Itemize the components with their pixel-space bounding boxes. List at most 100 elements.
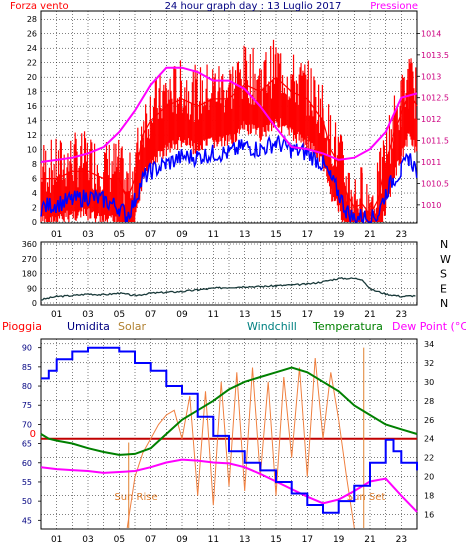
y-right-tick-label: 1013 — [421, 72, 441, 81]
y-right-tick-label: 26 — [424, 416, 434, 425]
y-left-tick-label: 85 — [22, 363, 32, 372]
legend-dewpoint: Dew Point (°C) — [392, 320, 466, 333]
y-left-tick-label: 45 — [22, 516, 32, 525]
direction-line — [40, 276, 416, 301]
y-right-tick-label: 18 — [424, 492, 434, 501]
x-tick-label: 05 — [114, 230, 125, 240]
x-tick-label: 09 — [176, 230, 188, 240]
temperature-humidity-chart: Pioggia Umidita Solar Windchill Temperat… — [2, 320, 466, 545]
compass-label: N — [440, 238, 448, 251]
x-tick-label: 11 — [208, 535, 219, 545]
y-left-tick-label: 75 — [22, 401, 32, 410]
x-tick-label: 01 — [51, 310, 62, 320]
compass-label: S — [440, 268, 447, 281]
x-tick-label: 17 — [302, 310, 313, 320]
legend-humidity: Umidita — [67, 320, 110, 333]
x-tick-label: 23 — [396, 230, 407, 240]
x-tick-label: 23 — [396, 310, 407, 320]
y-right-tick-label: 28 — [424, 397, 434, 406]
y-right-tick-label: 20 — [424, 473, 434, 482]
x-tick-label: 07 — [145, 535, 156, 545]
x-tick-label: 21 — [364, 230, 375, 240]
y-left-tick-label: 28 — [27, 15, 37, 24]
legend-temperature: Temperatura — [312, 320, 383, 333]
pressure-line — [40, 66, 418, 163]
y-right-tick-label: 1014 — [421, 29, 441, 38]
y-left-tick-label: 80 — [22, 382, 32, 391]
y-tick-label: 360 — [22, 240, 37, 249]
wind-pressure-chart: Forza vento 24 hour graph day : 13 Lugli… — [10, 1, 449, 240]
y-left-tick-label: 50 — [22, 497, 32, 506]
y-right-tick-label: 30 — [424, 378, 434, 387]
x-tick-label: 05 — [114, 535, 125, 545]
y-left-tick-label: 26 — [27, 30, 37, 39]
y-left-tick-label: 14 — [27, 117, 37, 126]
x-tick-label: 19 — [333, 230, 345, 240]
speed-line — [40, 135, 418, 225]
x-tick-label: 07 — [145, 230, 156, 240]
y-left-tick-label: 18 — [27, 88, 37, 97]
y-left-tick-label: 6 — [32, 175, 37, 184]
x-tick-label: 03 — [82, 310, 93, 320]
x-tick-label: 17 — [302, 535, 313, 545]
y-tick-label: 180 — [22, 270, 37, 279]
x-tick-label: 05 — [114, 310, 125, 320]
x-tick-label: 11 — [208, 230, 219, 240]
y-right-tick-label: 1010 — [421, 201, 441, 210]
x-tick-label: 01 — [51, 535, 62, 545]
x-tick-label: 09 — [176, 535, 188, 545]
x-tick-label: 15 — [270, 535, 281, 545]
humidity-line — [41, 346, 418, 514]
x-tick-label: 13 — [239, 535, 250, 545]
y-right-tick-label: 1012.5 — [421, 94, 449, 103]
y-tick-label: 0 — [32, 299, 37, 308]
compass-label: N — [440, 297, 448, 310]
compass-label: E — [440, 282, 447, 295]
solar-line — [126, 357, 355, 529]
gust-series — [40, 39, 418, 222]
x-tick-label: 09 — [176, 310, 188, 320]
y-tick-label: 90 — [27, 284, 37, 293]
y-left-tick-label: 12 — [27, 131, 37, 140]
y-right-tick-label: 24 — [424, 435, 434, 444]
x-tick-label: 19 — [333, 535, 345, 545]
y-left-tick-label: 90 — [22, 344, 32, 353]
y-tick-label: 270 — [22, 255, 37, 264]
x-tick-label: 03 — [82, 535, 93, 545]
compass-label: W — [440, 253, 451, 266]
gust-line — [41, 76, 418, 216]
y-left-tick-label: 2 — [32, 204, 37, 213]
y-left-tick-label: 4 — [32, 189, 37, 198]
y-right-tick-label: 1013.5 — [421, 51, 449, 60]
y-left-tick-label: 55 — [22, 478, 32, 487]
legend-solar: Solar — [118, 320, 147, 333]
x-tick-label: 23 — [396, 535, 407, 545]
y-right-tick-label: 1012 — [421, 115, 441, 124]
y-right-tick-label: 1010.5 — [421, 179, 449, 188]
y-left-tick-label: 22 — [27, 59, 37, 68]
y-right-tick-label: 32 — [424, 359, 434, 368]
y-right-tick-label: 16 — [424, 511, 434, 520]
x-tick-label: 15 — [270, 310, 281, 320]
sun-set-label: Sun Set — [347, 492, 386, 503]
y-left-tick-label: 0 — [32, 218, 37, 227]
chart-title: 24 hour graph day : 13 Luglio 2017 — [165, 1, 342, 12]
y-right-tick-label: 22 — [424, 454, 434, 463]
x-tick-label: 15 — [270, 230, 281, 240]
left-axis-label: Forza vento — [10, 1, 69, 12]
x-tick-label: 21 — [364, 310, 375, 320]
x-tick-label: 11 — [208, 310, 219, 320]
rain-baseline-label: 0 — [30, 429, 36, 440]
temperature-line — [40, 366, 418, 456]
y-left-tick-label: 20 — [27, 73, 37, 82]
legend-rain: Pioggia — [2, 320, 42, 333]
x-tick-label: 03 — [82, 230, 93, 240]
y-right-tick-label: 34 — [424, 340, 434, 349]
legend-windchill: Windchill — [247, 320, 297, 333]
right-axis-label: Pressione — [370, 1, 418, 12]
x-tick-label: 17 — [302, 230, 313, 240]
x-tick-label: 01 — [51, 230, 62, 240]
sun-rise-label: Sun Rise — [114, 492, 157, 503]
